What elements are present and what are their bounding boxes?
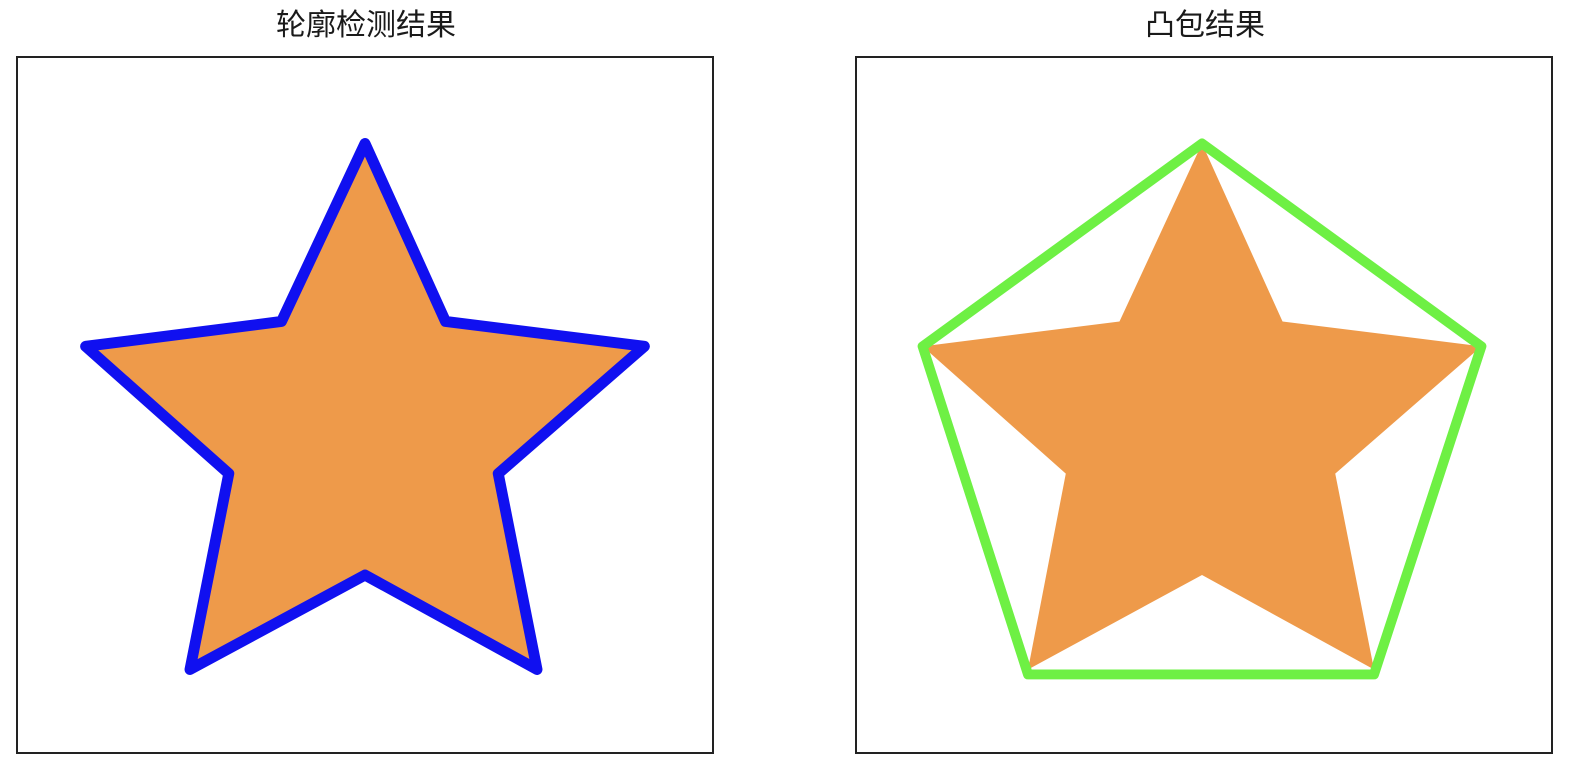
hull-star-image [917,138,1487,680]
star-shape [85,143,645,670]
contour-panel-title: 轮廓检测结果 [276,8,456,43]
contour-outline [80,138,650,675]
hull-panel-title: 凸包结果 [1145,8,1265,43]
contour-star-image [80,138,650,675]
convex-hull-outline [917,138,1487,680]
star-shape [922,143,1482,670]
convex-hull-panel [855,56,1553,754]
contour-detection-panel [16,56,714,754]
